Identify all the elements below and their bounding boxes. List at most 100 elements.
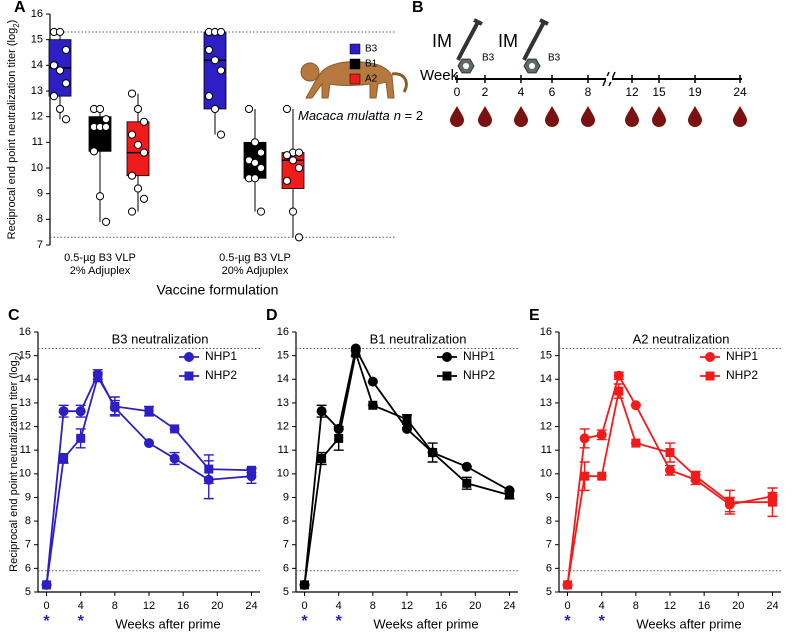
data-point (282, 151, 292, 160)
week-label: 2 (482, 85, 489, 99)
series-line (303, 345, 510, 585)
data-point (76, 433, 86, 443)
data-point (246, 465, 256, 475)
x-tick-label: 12 (401, 600, 413, 612)
data-point (42, 580, 52, 590)
data-point (216, 66, 226, 75)
data-point (55, 27, 65, 37)
y-tick-label: 10 (540, 468, 552, 480)
x-tick-label: 12 (664, 600, 676, 612)
y-tick-label: 12 (540, 420, 552, 432)
legend-marker (184, 352, 194, 362)
blood-draw (581, 106, 595, 127)
y-tick-label: 10 (31, 162, 43, 174)
y-tick-label: 9 (546, 491, 552, 503)
data-point (110, 401, 120, 411)
x-axis-label: Weeks after prime (636, 616, 741, 631)
y-tick-label: 6 (546, 562, 552, 574)
data-point (665, 465, 675, 476)
chart-title: A2 neutralization (633, 331, 730, 346)
week-label: 12 (625, 85, 639, 99)
antigen-label: B3 (482, 53, 495, 64)
legend-swatch (349, 58, 361, 70)
antigen-icon-core (529, 63, 535, 69)
sample-size: n (394, 108, 401, 123)
data-point (462, 478, 472, 488)
data-point (288, 156, 298, 165)
data-point (461, 461, 472, 472)
y-tick-label: 8 (546, 515, 552, 527)
panel-label: C (8, 307, 20, 324)
x-axis-label: Weeks after prime (373, 616, 478, 631)
y-tick-label: 13 (19, 397, 31, 409)
blood-draw (625, 106, 639, 127)
y-tick-label: 9 (37, 188, 43, 200)
y-tick-label: 12 (277, 420, 289, 432)
data-point (630, 400, 641, 411)
data-point (127, 89, 137, 98)
data-point (127, 207, 137, 216)
y-tick-label: 16 (277, 326, 289, 338)
y-axis-label-part: 2 (14, 355, 23, 360)
data-point (250, 158, 260, 167)
y-tick-label: 14 (19, 373, 31, 385)
data-point (294, 148, 304, 157)
chart-title: B3 neutralization (112, 331, 209, 346)
data-point (133, 140, 143, 149)
week-label: 8 (585, 85, 592, 99)
blood-draw (514, 106, 528, 127)
y-tick-label: 14 (31, 59, 43, 71)
immunization-marker: * (336, 613, 343, 630)
data-point (367, 376, 378, 387)
syringe (456, 18, 483, 61)
data-point (55, 66, 65, 75)
data-point (127, 130, 137, 139)
x-tick-label: 20 (211, 600, 223, 612)
x-axis-label: Weeks after prime (115, 616, 220, 631)
data-point (61, 79, 71, 88)
legend-swatch (349, 43, 361, 55)
y-tick-label: 6 (283, 562, 289, 574)
data-point (58, 406, 69, 417)
x-tick-label: 8 (112, 600, 118, 612)
y-tick-label: 15 (19, 350, 31, 362)
data-point (250, 174, 260, 183)
data-point (139, 148, 149, 157)
data-point (144, 406, 154, 416)
data-point (89, 147, 99, 156)
blood-draw (733, 106, 747, 127)
data-point (133, 184, 143, 193)
legend-label: NHP2 (205, 368, 237, 382)
y-tick-label: 7 (283, 539, 289, 551)
legend-label: NHP1 (726, 349, 758, 363)
data-point (317, 453, 327, 463)
data-point (351, 348, 361, 358)
legend-label: NHP1 (463, 349, 495, 363)
x-tick-label: 20 (469, 600, 481, 612)
data-point (133, 104, 143, 114)
species-label: Macaca mulatta n = 2 (298, 108, 423, 123)
week-label: 19 (688, 85, 702, 99)
legend-label: B1 (365, 59, 378, 70)
data-point (428, 448, 438, 458)
immunization-marker: * (564, 613, 571, 630)
week-label: 4 (518, 85, 525, 99)
data-point (93, 372, 103, 382)
data-point (368, 400, 378, 410)
legend-marker (705, 371, 715, 381)
week-label: 0 (454, 85, 461, 99)
y-tick-label: 13 (277, 397, 289, 409)
data-point (75, 406, 86, 417)
legend-label: NHP2 (463, 368, 495, 382)
data-point (631, 438, 641, 448)
data-point (580, 471, 590, 481)
blood-draw (478, 106, 492, 127)
data-point (665, 448, 675, 458)
data-point (316, 406, 327, 417)
legend-marker (442, 352, 452, 362)
data-point (691, 471, 701, 481)
y-tick-label: 7 (25, 539, 31, 551)
x-tick-label: 0 (43, 600, 49, 612)
y-tick-label: 11 (20, 444, 31, 456)
immunization-marker: * (599, 613, 606, 630)
